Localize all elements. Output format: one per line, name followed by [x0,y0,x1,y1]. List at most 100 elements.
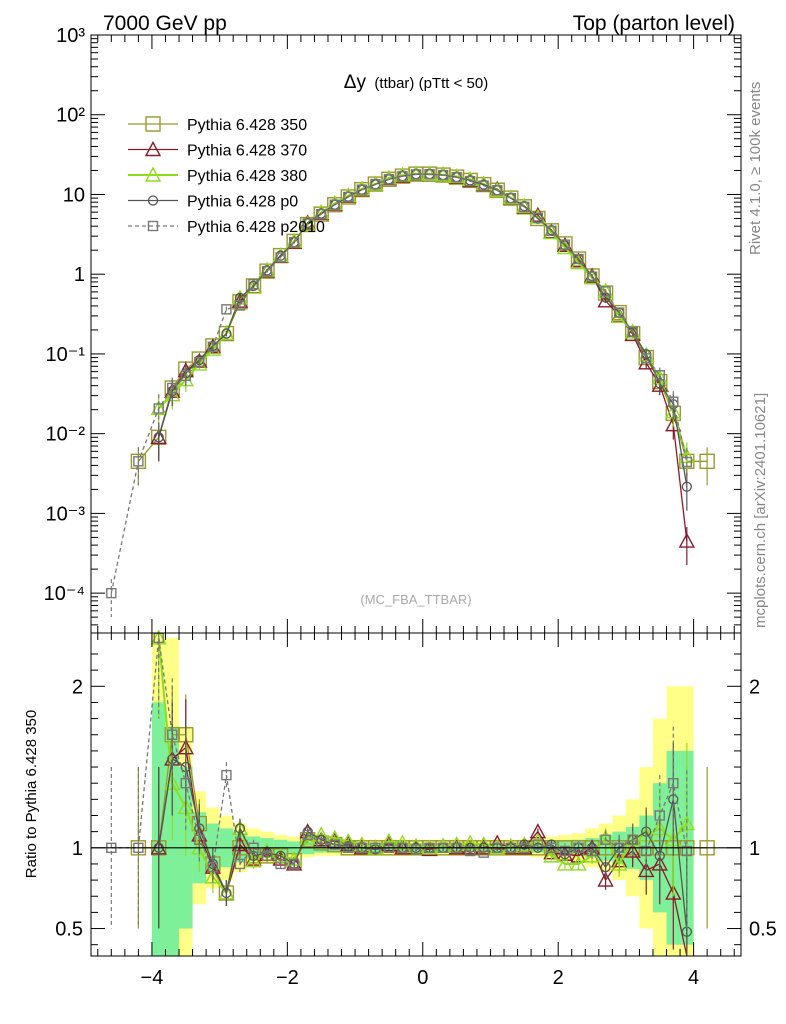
ratio-point [543,847,560,863]
plot-title: Δy (ttbar) (pTtt < 50) [344,72,488,93]
main-y-tick-label: 1 [74,264,85,286]
ratio-point [559,845,571,857]
data-point [573,253,584,265]
ratio-point [516,836,533,852]
x-tick-label: 2 [553,967,564,989]
data-point [302,218,313,229]
data-point [437,169,449,181]
data-point [546,225,557,237]
data-point [153,403,164,414]
data-point [641,353,652,364]
ratio-point [302,829,313,841]
data-point [218,325,235,341]
ratio-ylabel: Ratio to Pythia 6.428 350 [23,710,40,878]
legend-marker [145,116,161,132]
data-point [489,181,506,197]
ratio-point [288,858,300,870]
ratio-panel: 0.5 0.5 1 1 2 2 −4 −2 0 2 4 Ratio to Pythia 6.428 … [23,629,777,989]
ratio-y-tick-label-right: 1 [749,838,760,860]
ratio-point [600,834,611,845]
data-point [316,208,327,220]
data-point [299,215,316,231]
data-point [383,174,395,185]
data-point [586,271,598,282]
data-point [464,175,476,187]
data-point [343,191,354,203]
data-point [699,453,715,470]
legend-item-p350: Pythia 6.428 350 [128,116,307,134]
ratio-y-tick-label: 0.5 [55,919,83,941]
legend-label: Pythia 6.428 350 [187,117,307,134]
data-point [654,370,665,381]
ratio-point [285,855,303,871]
analysis-tag: (MC_FBA_TTBAR) [360,592,471,607]
data-point [288,236,300,248]
data-point [519,201,530,213]
ratio-point [464,845,476,857]
data-point [678,532,696,548]
x-tick-label: 0 [417,967,428,989]
data-point [505,192,516,204]
ratio-axes: 0.5 0.5 1 1 2 2 −4 −2 0 2 4 [55,633,777,989]
ratio-point [597,871,614,887]
ratio-point [248,850,259,862]
main-y-tick-label: 10² [56,105,85,127]
legend-item-p380: Pythia 6.428 380 [128,166,307,185]
ratio-point [624,842,641,858]
legend-label: Pythia 6.428 370 [187,143,307,160]
data-point [583,267,601,283]
data-point [234,300,246,311]
ratio-point [299,829,316,845]
ratio-point [221,769,232,781]
legend-marker [147,195,159,206]
header-right: Top (parton level) [573,12,735,35]
ratio-point [313,831,330,847]
ratio-point [221,887,232,899]
ratio-line-p370 [158,746,688,957]
data-point [207,341,219,352]
data-point [668,396,679,407]
data-point [543,224,560,240]
main-panel: 10⁻⁴ 10⁻³ 10⁻² 10⁻¹ 1 10 10² 10³ Δy (ttbar) (pT… [44,25,742,634]
series-p380 [150,165,696,481]
data-point [570,251,587,267]
data-point [133,456,144,467]
header-left: 7000 GeV pp [103,12,227,35]
data-point [681,456,693,468]
legend-item-p2010: Pythia 6.428 p2010 [128,219,325,236]
data-point [478,180,489,191]
data-point [221,328,232,339]
ratio-point [556,855,574,871]
data-point [532,212,544,223]
legend-item-p370: Pythia 6.428 370 [128,141,307,160]
mcplots-label: mcplots.cern.ch [arXiv:2401.10621] [752,393,769,628]
ratio-point [570,855,587,871]
main-y-tick-label: 10⁻⁴ [44,583,85,605]
data-point [329,199,340,210]
data-point [502,189,519,205]
ratio-point [638,861,655,878]
x-tick-label: −4 [141,967,164,989]
ratio-line-p380 [157,637,688,896]
ratio-point [532,839,544,850]
main-y-tick-label: 10⁻¹ [46,344,86,366]
ratio-point [194,834,205,845]
data-point [194,357,205,368]
ratio-point [275,858,286,870]
ratio-point [600,862,611,873]
data-point [245,278,262,294]
ratio-point [207,861,219,873]
plot-title-sub: (ttbar) (pTtt < 50) [374,75,488,92]
ratio-point [234,858,246,870]
ratio-frame [90,632,742,957]
data-point [559,239,571,250]
data-point [583,269,601,285]
main-y-tick-label: 10³ [56,25,85,47]
legend-label: Pythia 6.428 p2010 [187,219,325,236]
ratio-point [668,777,679,789]
data-point [397,170,408,182]
data-point [613,307,625,318]
data-point [600,286,611,297]
main-axes: 10⁻⁴ 10⁻³ 10⁻² 10⁻¹ 1 10 10² 10³ [44,25,741,633]
